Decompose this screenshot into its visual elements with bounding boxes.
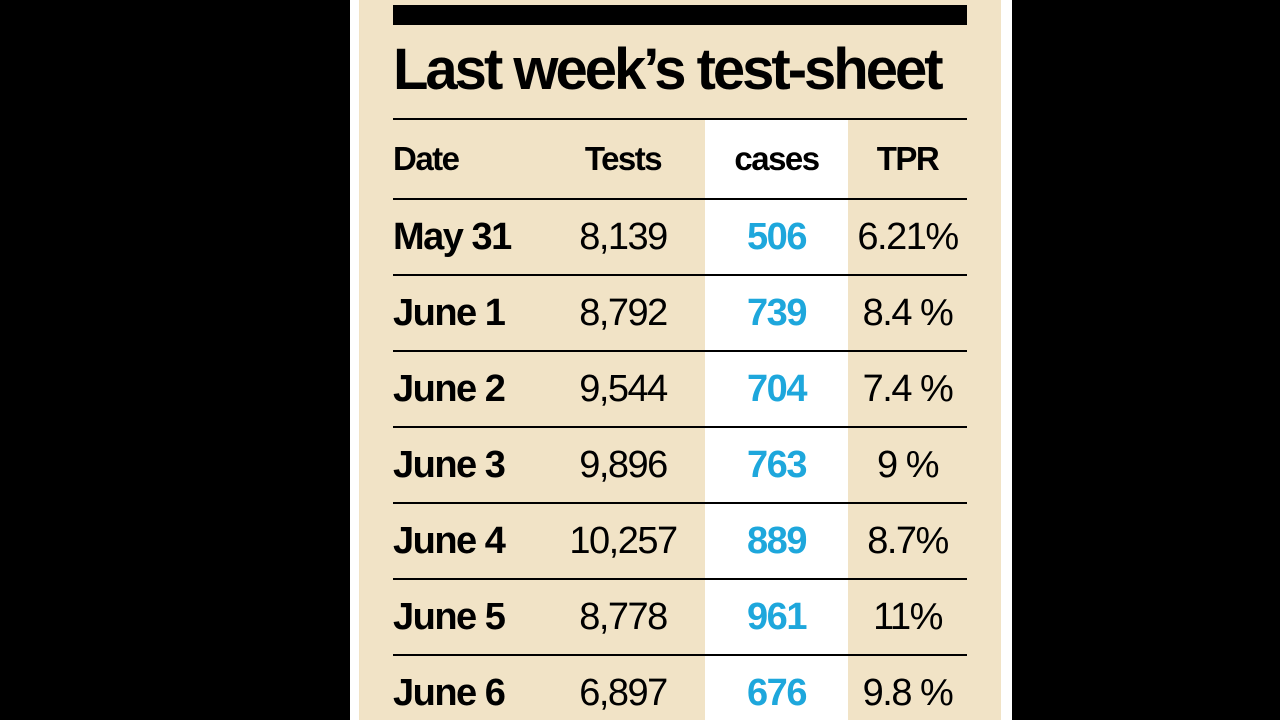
cell-cases: 739 <box>747 292 807 334</box>
cell-tpr: 9.8 % <box>862 672 954 714</box>
cell-tests: 6,897 <box>579 672 668 714</box>
table-card <box>359 0 1001 720</box>
cell-cases: 506 <box>747 216 807 258</box>
row-rule <box>393 426 967 428</box>
table-row: June 6 6,897 676 9.8 % <box>393 656 967 720</box>
column-header-date: Date <box>393 140 460 177</box>
cell-date: May 31 <box>393 216 512 258</box>
cell-tests: 9,544 <box>579 368 668 410</box>
top-rule-bar <box>393 5 967 25</box>
cell-tests: 10,257 <box>569 520 678 562</box>
cases-column-highlight <box>705 120 848 720</box>
table-title: Last week’s test-sheet <box>393 37 944 102</box>
column-header-cases: cases <box>734 140 820 177</box>
column-header-tests: Tests <box>584 140 663 177</box>
cell-date: June 5 <box>393 596 506 638</box>
cell-date: June 4 <box>393 520 506 562</box>
cell-date: June 1 <box>393 292 506 334</box>
table-row: June 1 8,792 739 8.4 % <box>393 276 967 350</box>
cell-tests: 8,139 <box>579 216 668 258</box>
column-header-tpr: TPR <box>876 140 940 177</box>
cell-tests: 9,896 <box>579 444 668 486</box>
data-table: Date Tests cases TPR May 31 8,139 506 6.21%… <box>393 118 967 720</box>
header-top-rule <box>393 118 967 120</box>
cell-tpr: 6.21% <box>857 216 959 258</box>
cell-tpr: 8.7% <box>867 520 949 562</box>
table-row: June 4 10,257 889 8.7% <box>393 504 967 578</box>
cell-tpr: 11% <box>873 596 943 638</box>
table-row: June 5 8,778 961 11% <box>393 580 967 654</box>
cell-date: June 6 <box>393 672 506 714</box>
cell-cases: 704 <box>747 368 807 410</box>
table-row: May 31 8,139 506 6.21% <box>393 200 967 274</box>
cell-tpr: 8.4 % <box>862 292 954 334</box>
cell-cases: 889 <box>747 520 807 562</box>
header-row: Date Tests cases TPR <box>393 120 967 194</box>
cell-cases: 676 <box>747 672 807 714</box>
header-bottom-rule <box>393 198 967 200</box>
cell-cases: 763 <box>747 444 807 486</box>
row-rule <box>393 578 967 580</box>
row-rule <box>393 350 967 352</box>
cell-tests: 8,778 <box>579 596 668 638</box>
cell-tpr: 9 % <box>877 444 939 486</box>
cell-date: June 2 <box>393 368 506 410</box>
cell-tpr: 7.4 % <box>862 368 954 410</box>
table-row: June 2 9,544 704 7.4 % <box>393 352 967 426</box>
row-rule <box>393 274 967 276</box>
cell-cases: 961 <box>747 596 807 638</box>
cell-tests: 8,792 <box>579 292 668 334</box>
row-rule <box>393 654 967 656</box>
row-rule <box>393 502 967 504</box>
table-row: June 3 9,896 763 9 % <box>393 428 967 502</box>
cell-date: June 3 <box>393 444 506 486</box>
